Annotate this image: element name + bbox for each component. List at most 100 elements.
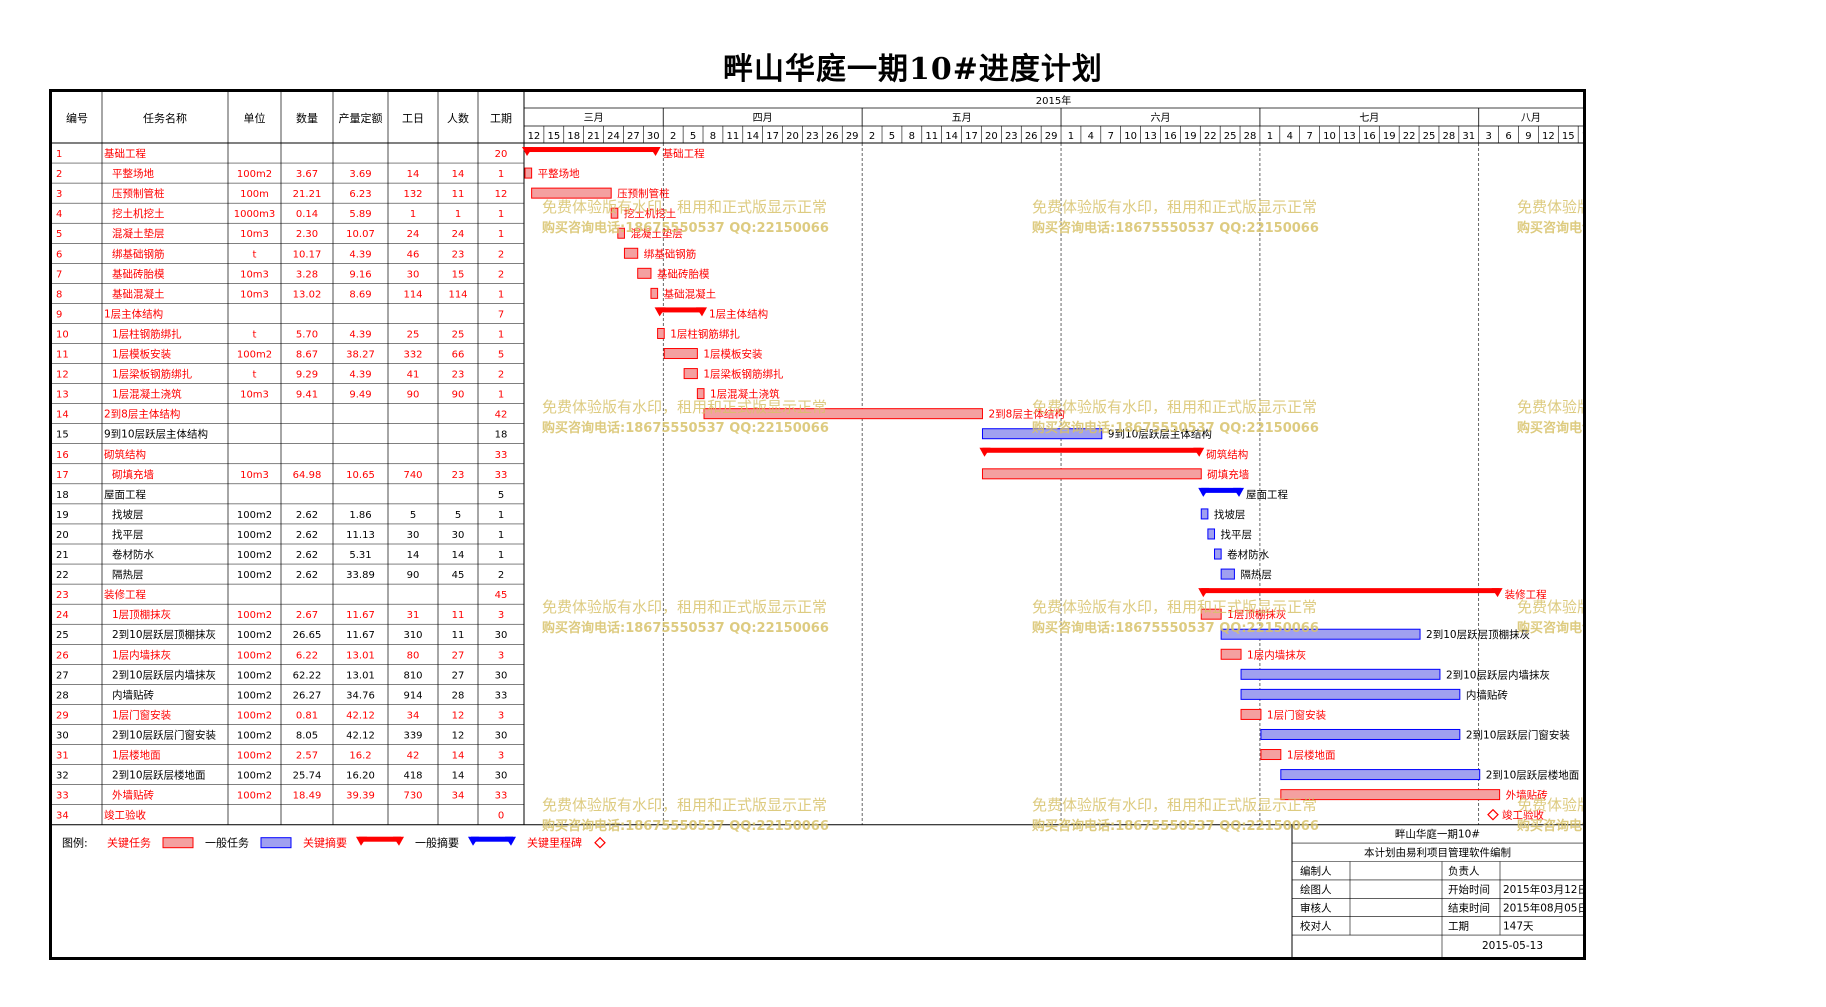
task-cell: 2.62 [296,530,318,541]
task-cell: 25 [452,329,465,340]
task-cell: 挖土机挖土 [112,207,165,220]
bar-label: 砌筑结构 [1206,448,1248,461]
day-label: 28 [1443,131,1456,142]
summary-bar [525,147,658,153]
day-label: 11 [726,131,739,142]
bar-label: 1层梁板钢筋绑扎 [703,368,784,381]
day-label: 6 [1505,131,1511,142]
task-cell: 1层梁板钢筋绑扎 [112,368,193,381]
task-cell: 42.12 [346,730,375,741]
day-label: 4 [1088,131,1094,142]
watermark-text: 免费体验版有水印，租用和正式版显示正常 [1032,796,1317,814]
task-cell: 6.22 [296,650,318,661]
legend-swatch [162,837,194,849]
task-cell: 100m2 [237,710,272,721]
task-cell: 30 [56,730,69,741]
task-cell: 7 [56,269,62,280]
day-label: 16 [1164,131,1177,142]
task-cell: 2.62 [296,570,318,581]
task-cell: 66 [452,350,465,361]
task-cell: 28 [56,690,69,701]
info-label: 开始时间 [1448,883,1490,896]
day-label: 17 [766,131,779,142]
task-cell: 5.89 [349,209,371,220]
task-cell: 混凝土垫层 [112,227,165,240]
task-cell: 0 [498,811,504,822]
task-cell: 2到10层跃层内墙抹灰 [112,668,216,681]
task-cell: 9.29 [296,370,318,381]
bar-label: 1层主体结构 [709,307,768,320]
task-cell: 10 [56,329,69,340]
task-cell: 6 [56,249,62,260]
task-cell: 14 [407,550,420,561]
task-cell: 11 [452,610,465,621]
day-label: 2 [869,131,875,142]
task-cell: 418 [403,771,422,782]
task-bar [1220,648,1242,660]
task-cell: 5 [410,510,416,521]
task-cell: 3 [498,710,504,721]
summary-bar [1201,487,1242,493]
task-cell: 41 [407,370,420,381]
task-cell: 33.89 [346,570,375,581]
day-label: 17 [965,131,978,142]
task-cell: 3.69 [349,169,371,180]
watermark-text: 免费体验版有水印，租用和正式版显示正常 [542,198,827,216]
watermark-text: 免费体验版有水印，租用和正式版显示正常 [1032,598,1317,616]
legend-swatch [594,836,606,849]
task-cell: 13.01 [346,650,375,661]
task-cell: 9到10层跃层主体结构 [104,428,208,441]
task-cell: 26.27 [293,690,322,701]
task-cell: 基础砖胎模 [112,267,165,280]
legend-label: 关键摘要 [303,836,347,850]
task-cell: 100m2 [237,690,272,701]
bar-label: 找坡层 [1214,508,1246,521]
task-cell: 2到8层主体结构 [104,408,180,421]
task-cell: 12 [452,710,465,721]
day-label: 24 [607,131,620,142]
watermark-text: 购买咨询电话:18675550537 QQ:22150066 [1032,220,1319,236]
bar-label: 平整场地 [538,167,580,180]
task-bar [1240,688,1461,700]
task-cell: 11 [452,189,465,200]
task-cell: 100m2 [237,570,272,581]
day-label: 21 [587,131,600,142]
task-bar [1214,548,1222,560]
header-qty: 数量 [296,112,318,125]
watermark-text: 免费体验版有水印，租用和正式版显示正常 [542,796,827,814]
day-label: 12 [528,131,541,142]
day-label: 18 [567,131,580,142]
month-label: 四月 [753,112,773,124]
task-cell: 39.39 [346,791,375,802]
watermark-text: 购买咨询电话:18675550537 QQ:22150066 [1517,620,1583,636]
task-bar [1240,668,1441,680]
task-cell: 80 [407,650,420,661]
summary-cap [1198,487,1210,497]
task-cell: 34 [452,791,465,802]
summary-cap [1233,487,1245,497]
legend-swatch [359,836,401,842]
day-label: 20 [786,131,799,142]
task-cell: 4.39 [349,329,371,340]
task-cell: 砌筑结构 [104,448,146,461]
task-cell: 18 [495,430,508,441]
day-label: 29 [846,131,859,142]
task-cell: t [253,370,257,381]
task-cell: 30 [407,530,420,541]
day-label: 22 [1403,131,1416,142]
bar-label: 1层柱钢筋绑扎 [670,327,740,340]
legend-swatch [260,837,292,849]
day-label: 11 [925,131,938,142]
header-people: 人数 [447,112,469,125]
task-bar [623,247,639,259]
task-bar [663,348,698,360]
day-label: 19 [1383,131,1396,142]
task-cell: 100m2 [237,730,272,741]
task-bar [1207,528,1216,540]
day-label: 12 [1542,131,1555,142]
bar-label: 砌填充墙 [1207,468,1249,481]
milestone-marker [1487,808,1499,821]
task-cell: 12 [56,370,69,381]
task-bar [657,327,665,339]
day-label: 9 [1525,131,1531,142]
